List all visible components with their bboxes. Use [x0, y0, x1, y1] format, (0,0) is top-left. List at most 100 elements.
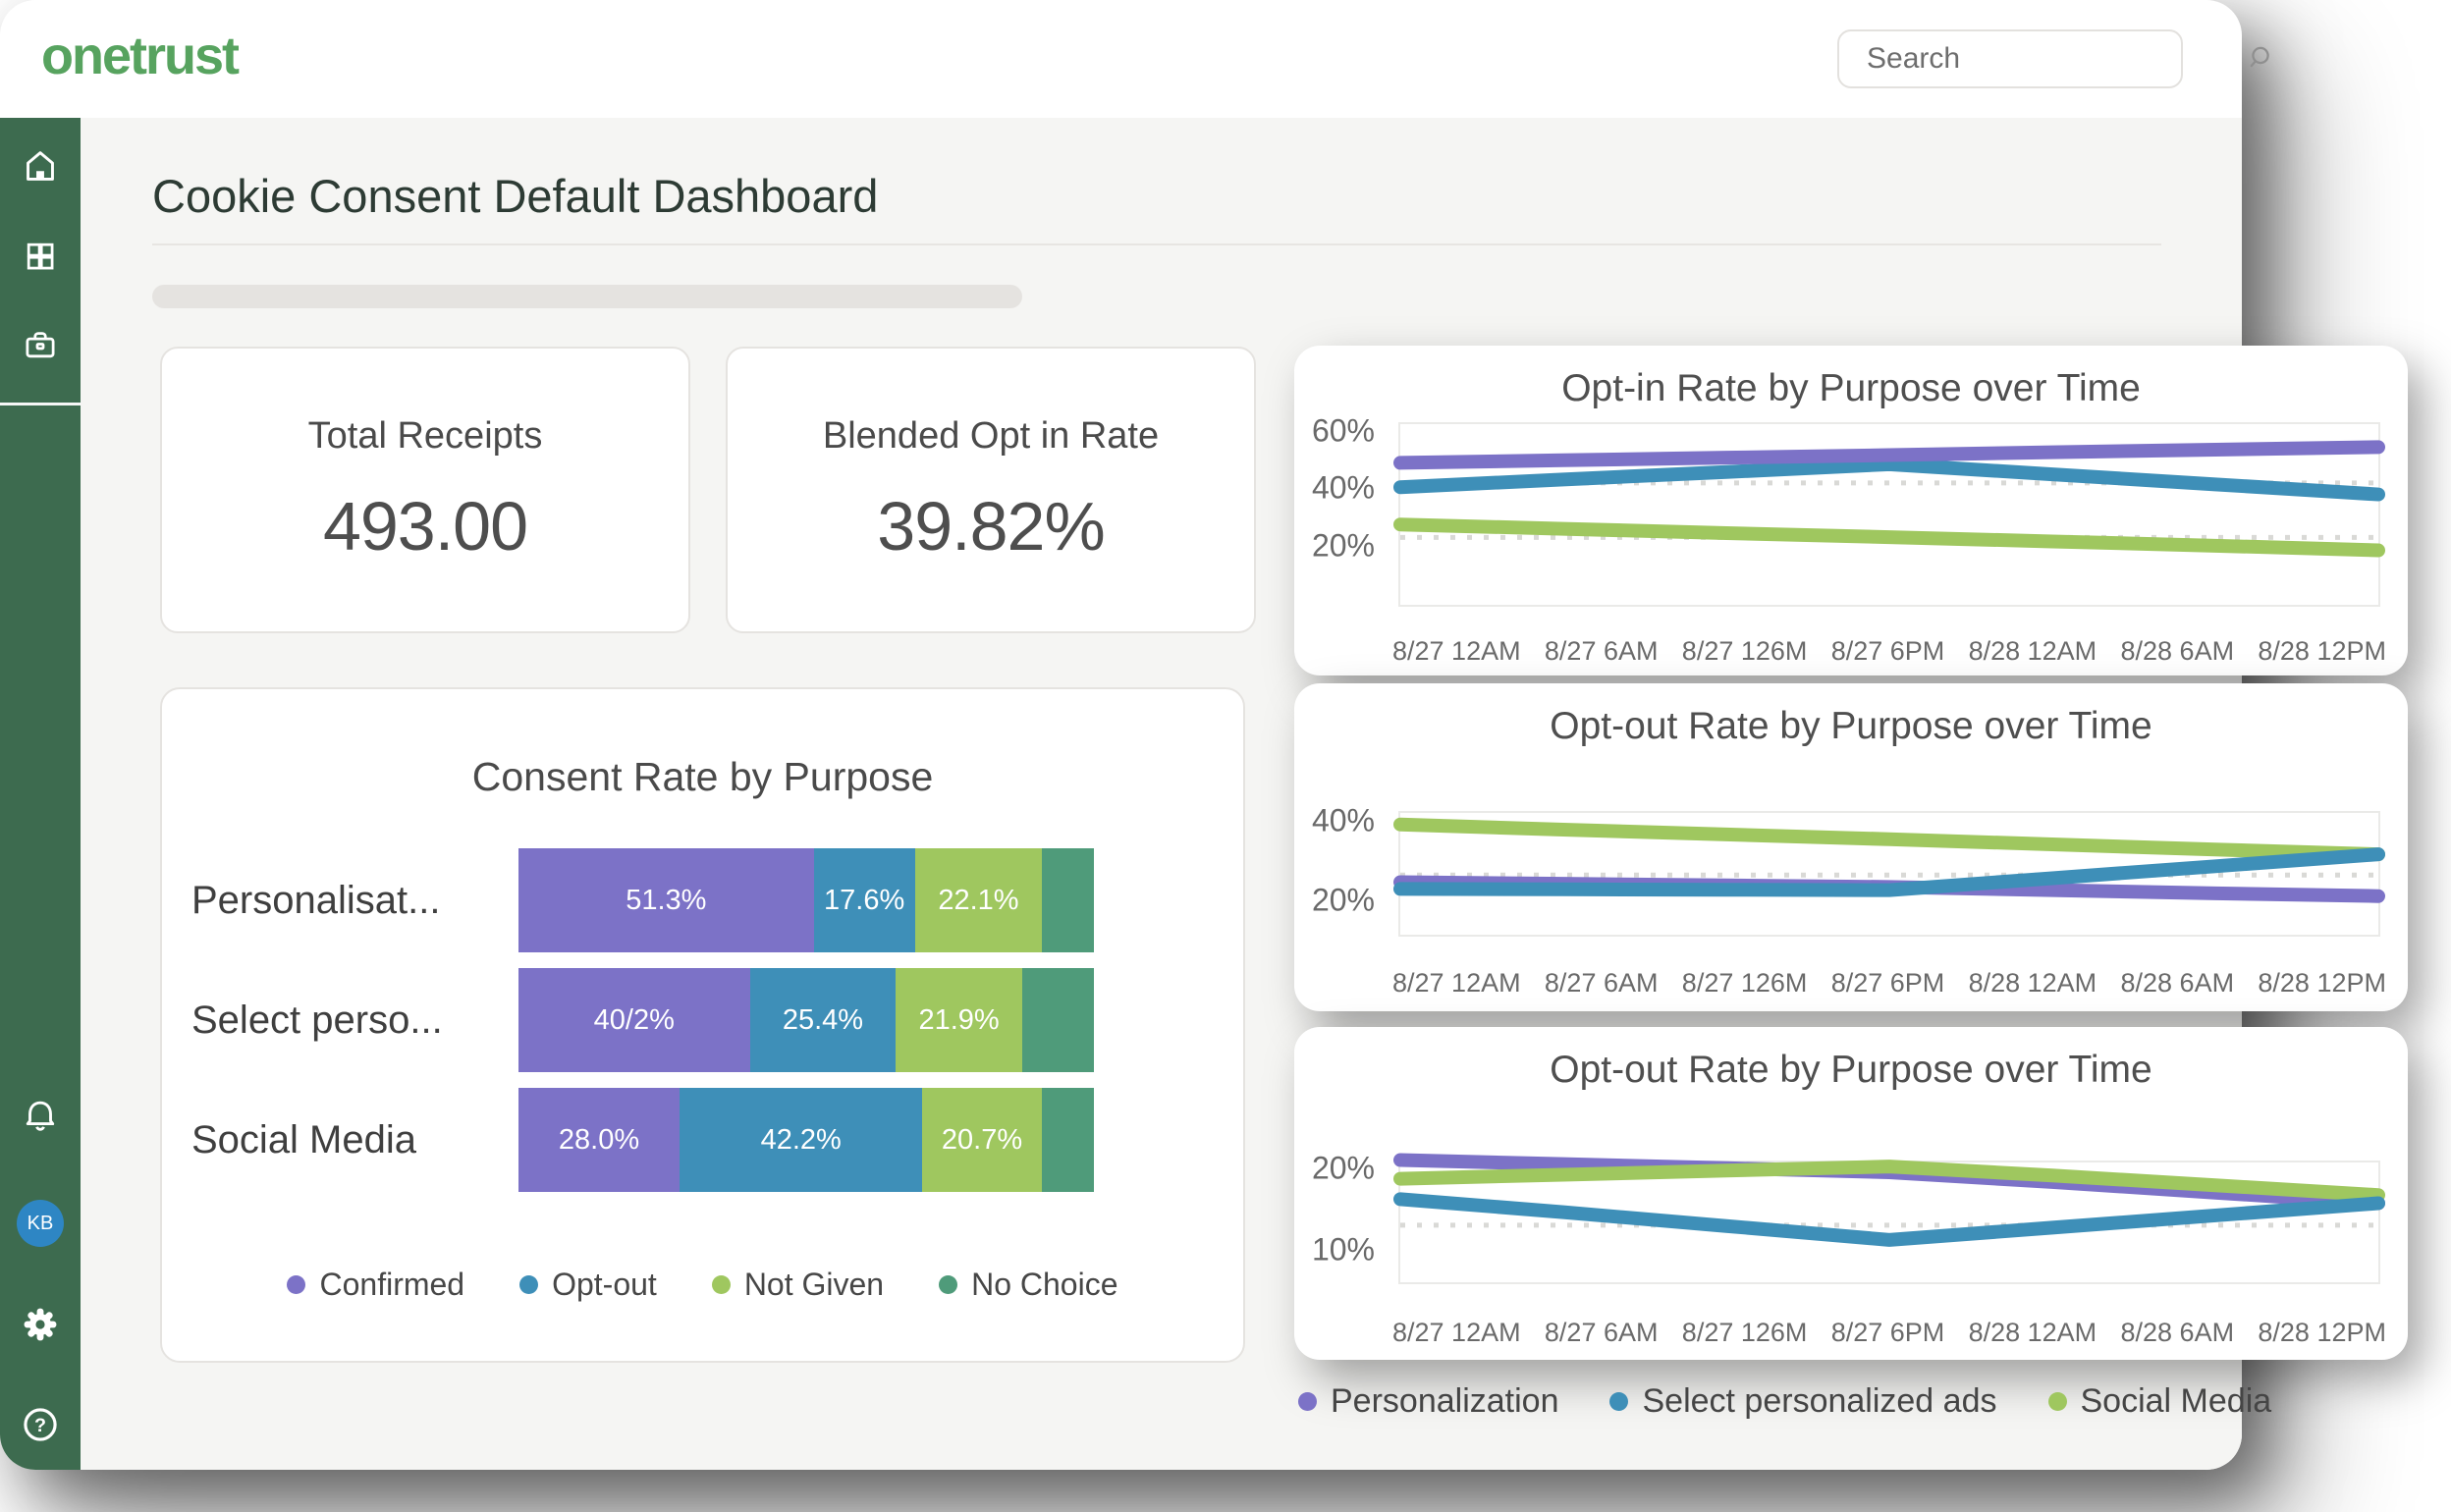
x-axis-label: 8/27 6AM: [1544, 636, 1659, 666]
y-axis: 20% 10%: [1294, 1151, 1387, 1284]
consent-rate-card: Consent Rate by Purpose Personalisat... 5…: [160, 687, 1245, 1363]
x-axis: 8/27 12AM 8/27 6AM 8/27 126M 8/27 6PM 8/28 1…: [1392, 636, 2386, 667]
x-axis-label: 8/28 6AM: [2120, 636, 2235, 666]
x-axis-label: 8/27 6PM: [1830, 636, 1945, 666]
line-series-personalization: [1393, 440, 2385, 470]
bar-segment: 21.9%: [896, 968, 1022, 1072]
user-avatar[interactable]: KB: [17, 1200, 64, 1247]
bar-segment: [1021, 968, 1094, 1072]
line-series-social-media: [1393, 517, 2385, 558]
legend-label: Opt-out: [552, 1267, 657, 1302]
bar-segment: 40/2%: [518, 968, 750, 1072]
bar-category-label: Select perso...: [191, 998, 443, 1042]
legend-dot: [287, 1275, 306, 1294]
legend-label: Confirmed: [319, 1267, 465, 1302]
y-axis-tick-label: 40%: [1311, 802, 1375, 838]
gear-icon[interactable]: [20, 1304, 61, 1345]
x-axis: 8/27 12AM 8/27 6AM 8/27 126M 8/27 6PM 8/28 1…: [1392, 968, 2386, 999]
bar-segment: 51.3%: [518, 848, 814, 952]
bar-row: Social Media 28.0% 42.2% 20.7%: [162, 1088, 1243, 1192]
svg-text:?: ?: [34, 1415, 46, 1436]
x-axis-label: 8/27 12AM: [1392, 636, 1521, 666]
opt-out-rate-chart-card-2: Opt-out Rate by Purpose over Time 20% 10%…: [1294, 1027, 2408, 1360]
briefcase-icon[interactable]: [20, 324, 61, 365]
line-series-social-media: [1393, 1160, 2385, 1203]
x-axis-label: 8/28 6AM: [2120, 1318, 2235, 1347]
time-series-legend: Personalization Select personalized ads So…: [1298, 1382, 2271, 1421]
chart-title: Opt-out Rate by Purpose over Time: [1550, 705, 2152, 747]
bar-category-label: Personalisat...: [191, 878, 441, 922]
chart-title: Opt-out Rate by Purpose over Time: [1550, 1049, 2152, 1091]
legend-item: Select personalized ads: [1609, 1382, 1997, 1421]
x-axis-label: 8/28 12AM: [1968, 636, 2097, 666]
title-divider: [152, 243, 2161, 245]
legend-dot: [2047, 1392, 2067, 1411]
legend-item: Social Media: [2047, 1382, 2271, 1421]
plot-area: [1393, 1153, 2385, 1284]
legend-item: Opt-out: [519, 1267, 657, 1303]
legend-item: Confirmed: [287, 1267, 464, 1303]
x-axis-label: 8/28 12PM: [2258, 636, 2386, 666]
y-axis: 40% 20%: [1294, 802, 1387, 937]
opt-in-rate-chart-card: Opt-in Rate by Purpose over Time 60% 40% 2…: [1294, 346, 2408, 675]
onetrust-logo[interactable]: onetrust: [41, 27, 240, 85]
chart-title: Opt-in Rate by Purpose over Time: [1561, 367, 2141, 409]
bar-category-label: Social Media: [191, 1117, 417, 1161]
metric-card-total-receipts: Total Receipts 493.00: [160, 347, 690, 633]
x-axis-label: 8/27 126M: [1681, 636, 1808, 666]
metric-value: 493.00: [322, 487, 528, 565]
y-axis-tick-label: 10%: [1311, 1231, 1375, 1268]
x-axis-label: 8/27 12AM: [1392, 968, 1521, 998]
legend-label: No Choice: [971, 1267, 1118, 1302]
legend-item: Not Given: [711, 1267, 884, 1303]
bar-segment: 25.4%: [749, 968, 897, 1072]
legend-dot: [711, 1275, 731, 1294]
sidebar-divider: [0, 403, 81, 405]
legend-item: Personalization: [1298, 1382, 1558, 1421]
bell-icon[interactable]: [20, 1096, 61, 1137]
opt-out-rate-chart-card-1: Opt-out Rate by Purpose over Time 40% 20%…: [1294, 683, 2408, 1011]
plot-area: [1393, 811, 2385, 937]
line-series-select-personalized-ads: [1393, 1192, 2385, 1247]
x-axis-label: 8/27 6PM: [1830, 968, 1945, 998]
bar-track: 40/2% 25.4% 21.9%: [518, 968, 1094, 1072]
consent-chart-legend: Confirmed Opt-out Not Given No Choice: [162, 1267, 1243, 1303]
y-axis-tick-label: 60%: [1311, 412, 1375, 449]
y-axis-tick-label: 20%: [1311, 527, 1375, 564]
metric-label: Total Receipts: [307, 414, 543, 457]
y-axis: 60% 40% 20%: [1294, 412, 1387, 607]
x-axis-label: 8/27 6PM: [1830, 1318, 1945, 1347]
line-series-social-media: [1393, 817, 2385, 862]
x-axis-label: 8/27 126M: [1681, 1318, 1808, 1347]
x-axis-label: 8/27 12AM: [1392, 1318, 1521, 1347]
apps-grid-icon[interactable]: [20, 236, 61, 277]
legend-dot: [939, 1275, 958, 1294]
bar-segment: [1042, 848, 1094, 952]
x-axis-label: 8/28 12AM: [1968, 1318, 2097, 1347]
bar-segment: 22.1%: [914, 848, 1043, 952]
bar-segment: [1041, 1088, 1094, 1192]
search-input[interactable]: [1867, 42, 2246, 76]
legend-label: Personalization: [1331, 1382, 1559, 1420]
x-axis-label: 8/28 12AM: [1968, 968, 2097, 998]
x-axis-label: 8/27 6AM: [1544, 968, 1659, 998]
line-series-select-personalized-ads: [1393, 457, 2385, 502]
bar-row: Select perso... 40/2% 25.4% 21.9%: [162, 968, 1243, 1072]
search-box[interactable]: [1837, 29, 2269, 88]
stacked-bar-chart: Personalisat... 51.3% 17.6% 22.1% Select per…: [162, 848, 1243, 1208]
line-series-select-personalized-ads: [1393, 847, 2385, 897]
x-axis-label: 8/27 126M: [1681, 968, 1808, 998]
legend-dot: [1298, 1392, 1317, 1411]
metric-label: Blended Opt in Rate: [822, 414, 1160, 457]
y-axis-tick-label: 40%: [1311, 469, 1375, 506]
x-axis-label: 8/28 6AM: [2120, 968, 2235, 998]
search-icon[interactable]: [2246, 43, 2277, 75]
help-icon[interactable]: ?: [20, 1404, 61, 1445]
sidebar: KB ?: [0, 118, 81, 1470]
metric-value: 39.82%: [877, 487, 1105, 565]
home-icon[interactable]: [20, 145, 61, 187]
y-axis-tick-label: 20%: [1311, 882, 1375, 918]
filter-skeleton-bar: [152, 285, 1022, 308]
x-axis: 8/27 12AM 8/27 6AM 8/27 126M 8/27 6PM 8/28 1…: [1392, 1318, 2386, 1348]
bar-segment: 20.7%: [922, 1088, 1042, 1192]
